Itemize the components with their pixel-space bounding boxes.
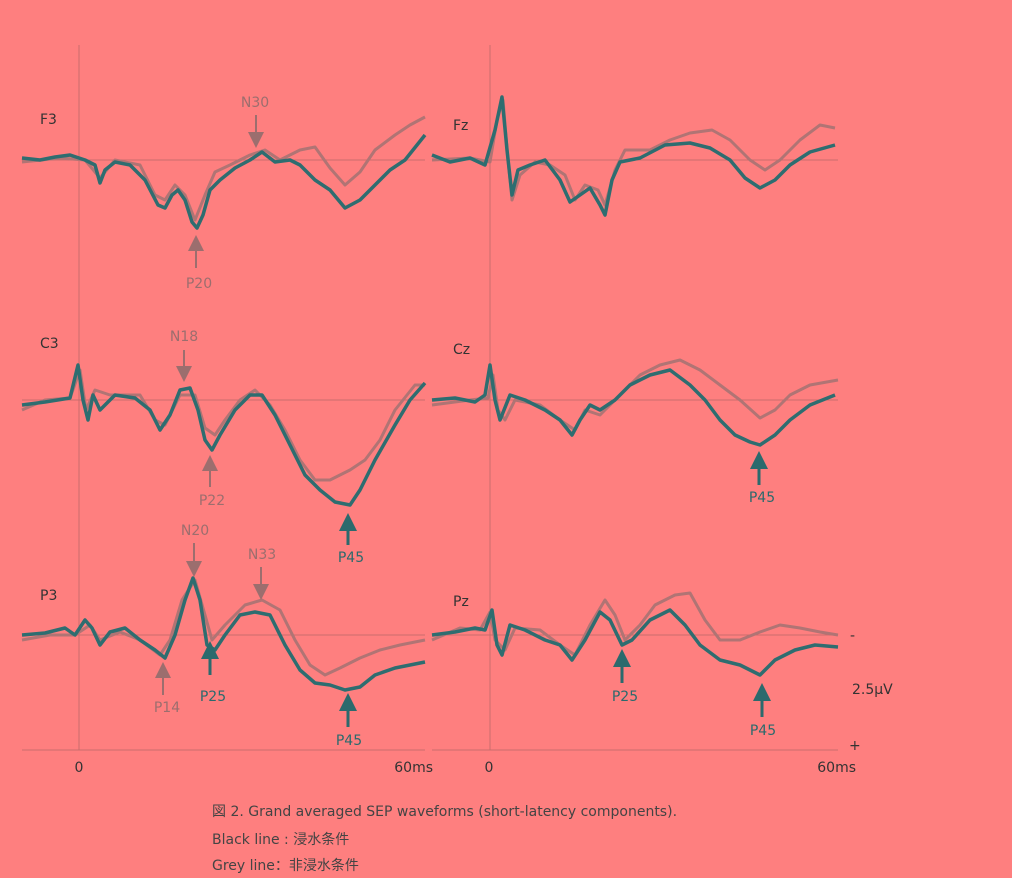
caption: 図 2. Grand averaged SEP waveforms (short… <box>212 804 677 820</box>
axis-label: 60ms <box>817 760 856 776</box>
axis-label: 60ms <box>394 760 433 776</box>
annotation: P45 <box>749 490 775 506</box>
caption: Grey line：非浸水条件 <box>212 857 359 874</box>
annotation: N30 <box>241 95 269 111</box>
annotation: N20 <box>181 523 209 539</box>
annotation: P45 <box>750 723 776 739</box>
panel-label: C3 <box>40 336 59 352</box>
annotation: P14 <box>154 700 180 716</box>
arrows <box>155 115 771 727</box>
annotation: P20 <box>186 276 212 292</box>
caption: Black line : 浸水条件 <box>212 831 349 848</box>
axis-label: 0 <box>75 760 84 776</box>
axis-label: 0 <box>485 760 494 776</box>
annotation: N33 <box>248 547 276 563</box>
waveforms <box>21 95 839 692</box>
annotation: P22 <box>199 493 225 509</box>
annotation: P25 <box>612 689 638 705</box>
panel-label: P3 <box>40 588 57 604</box>
panel-label: Cz <box>453 342 470 358</box>
scale-value: 2.5μV <box>852 682 893 698</box>
scale-minus: - <box>850 628 855 644</box>
panel-label: Fz <box>453 118 468 134</box>
annotation: P45 <box>336 733 362 749</box>
scale-plus: + <box>849 738 861 754</box>
annotation: P45 <box>338 550 364 566</box>
panel-label: F3 <box>40 112 57 128</box>
annotation: P25 <box>200 689 226 705</box>
annotation: N18 <box>170 329 198 345</box>
panel-label: Pz <box>453 594 469 610</box>
